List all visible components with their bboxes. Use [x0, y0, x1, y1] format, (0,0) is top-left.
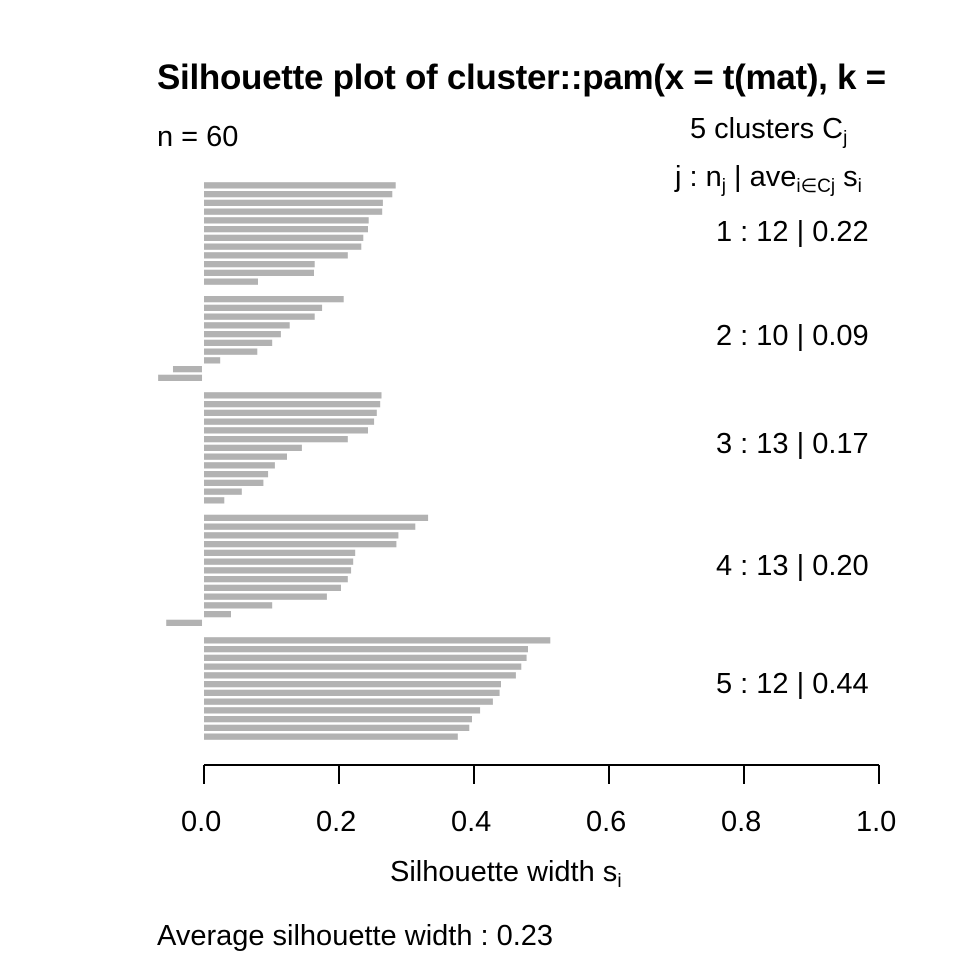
legend-sub-icj: i∈Cj — [796, 176, 836, 197]
silhouette-bar-cluster-1 — [204, 269, 314, 276]
silhouette-bars — [158, 182, 551, 740]
cluster-summary-2: 2 : 10 | 0.09 — [716, 320, 869, 352]
silhouette-bar-cluster-4 — [204, 576, 348, 583]
silhouette-bar-cluster-4 — [204, 532, 399, 539]
silhouette-bar-cluster-4 — [204, 611, 231, 618]
silhouette-bar-cluster-4 — [204, 523, 416, 530]
silhouette-bar-cluster-1 — [204, 243, 362, 250]
silhouette-bar-cluster-1 — [204, 199, 383, 206]
silhouette-bar-cluster-3 — [204, 409, 377, 416]
silhouette-bar-cluster-1 — [204, 226, 368, 233]
silhouette-bar-cluster-3 — [204, 444, 302, 451]
silhouette-bar-cluster-4 — [166, 619, 203, 626]
x-axis-label-sub: i — [617, 871, 622, 892]
silhouette-bar-cluster-5 — [204, 733, 458, 740]
silhouette-bar-cluster-1 — [204, 252, 348, 259]
silhouette-bar-cluster-3 — [204, 392, 382, 399]
legend-header-clusters: 5 clusters Cj — [690, 113, 848, 149]
silhouette-bar-cluster-4 — [204, 602, 273, 609]
silhouette-bar-cluster-3 — [204, 418, 375, 425]
silhouette-bar-cluster-2 — [204, 304, 323, 311]
silhouette-bar-cluster-1 — [204, 191, 393, 198]
average-silhouette-width: Average silhouette width : 0.23 — [157, 920, 554, 952]
silhouette-bar-cluster-5 — [204, 689, 500, 696]
silhouette-bar-cluster-5 — [204, 637, 551, 644]
legend-col-j-n: j : n — [675, 161, 722, 193]
silhouette-bar-cluster-3 — [204, 401, 381, 408]
silhouette-bar-cluster-3 — [204, 488, 242, 495]
silhouette-bar-cluster-2 — [158, 374, 203, 381]
silhouette-bar-cluster-4 — [204, 584, 341, 591]
silhouette-bar-cluster-3 — [204, 462, 275, 469]
silhouette-bar-cluster-5 — [204, 672, 516, 679]
silhouette-bar-cluster-5 — [204, 663, 522, 670]
x-axis-tick-label: 0.4 — [451, 806, 492, 838]
x-axis-tick-label: 0.2 — [316, 806, 357, 838]
silhouette-bar-cluster-1 — [204, 261, 315, 268]
sample-count-label: n = 60 — [157, 121, 239, 153]
silhouette-bar-cluster-2 — [204, 357, 221, 364]
silhouette-bar-cluster-2 — [204, 331, 281, 338]
cluster-summary-4: 4 : 13 | 0.20 — [716, 550, 869, 582]
silhouette-bar-cluster-3 — [204, 479, 264, 486]
silhouette-bar-cluster-2 — [172, 366, 202, 373]
chart-title: Silhouette plot of cluster::pam(x = t(ma… — [157, 58, 886, 97]
x-axis-label-text: Silhouette width s — [390, 856, 618, 888]
legend-clusters-sub: j — [843, 128, 848, 149]
silhouette-bar-cluster-4 — [204, 558, 354, 565]
silhouette-bar-cluster-4 — [204, 541, 397, 548]
silhouette-bar-cluster-5 — [204, 654, 527, 661]
legend-header-columns: j : nj | avei∈Cj si — [675, 161, 862, 197]
silhouette-bar-cluster-5 — [204, 724, 470, 731]
legend-col-s: s — [835, 161, 858, 193]
silhouette-bar-cluster-2 — [204, 348, 258, 355]
silhouette-bar-cluster-4 — [204, 549, 356, 556]
x-axis-label: Silhouette width si — [390, 856, 622, 892]
cluster-summary-1: 1 : 12 | 0.22 — [716, 216, 869, 248]
legend-sub-i: i — [857, 176, 862, 197]
silhouette-bar-cluster-5 — [204, 707, 481, 714]
x-axis-tick-label: 0.6 — [586, 806, 627, 838]
legend-clusters-text: 5 clusters C — [690, 113, 844, 145]
silhouette-bar-cluster-3 — [204, 453, 287, 460]
silhouette-bar-cluster-2 — [204, 313, 315, 320]
cluster-summary-3: 3 : 13 | 0.17 — [716, 428, 869, 460]
silhouette-bar-cluster-2 — [204, 339, 273, 346]
silhouette-bar-cluster-1 — [204, 182, 396, 189]
silhouette-bar-cluster-5 — [204, 698, 493, 705]
silhouette-bar-cluster-5 — [204, 681, 501, 688]
silhouette-bar-cluster-1 — [204, 217, 369, 224]
silhouette-bar-cluster-1 — [204, 234, 364, 241]
silhouette-bar-cluster-3 — [204, 436, 348, 443]
silhouette-bar-cluster-1 — [204, 208, 383, 215]
silhouette-bar-cluster-3 — [204, 471, 269, 478]
silhouette-bar-cluster-2 — [204, 322, 290, 329]
x-axis-tick-label: 1.0 — [856, 806, 897, 838]
silhouette-bar-cluster-1 — [204, 278, 258, 285]
legend-sub-j: j — [721, 176, 726, 197]
silhouette-bar-cluster-5 — [204, 646, 528, 653]
x-axis-tick-label: 0.8 — [721, 806, 762, 838]
legend-col-ave: | ave — [725, 161, 797, 193]
silhouette-bar-cluster-4 — [204, 514, 429, 521]
silhouette-bar-cluster-3 — [204, 497, 225, 504]
silhouette-bar-cluster-2 — [204, 296, 344, 303]
x-axis — [203, 764, 880, 784]
silhouette-bar-cluster-5 — [204, 716, 472, 723]
silhouette-bar-cluster-3 — [204, 427, 368, 434]
silhouette-bar-cluster-4 — [204, 593, 327, 600]
x-axis-tick-label: 0.0 — [181, 806, 222, 838]
silhouette-bar-cluster-4 — [204, 567, 352, 574]
cluster-summary-5: 5 : 12 | 0.44 — [716, 668, 869, 700]
